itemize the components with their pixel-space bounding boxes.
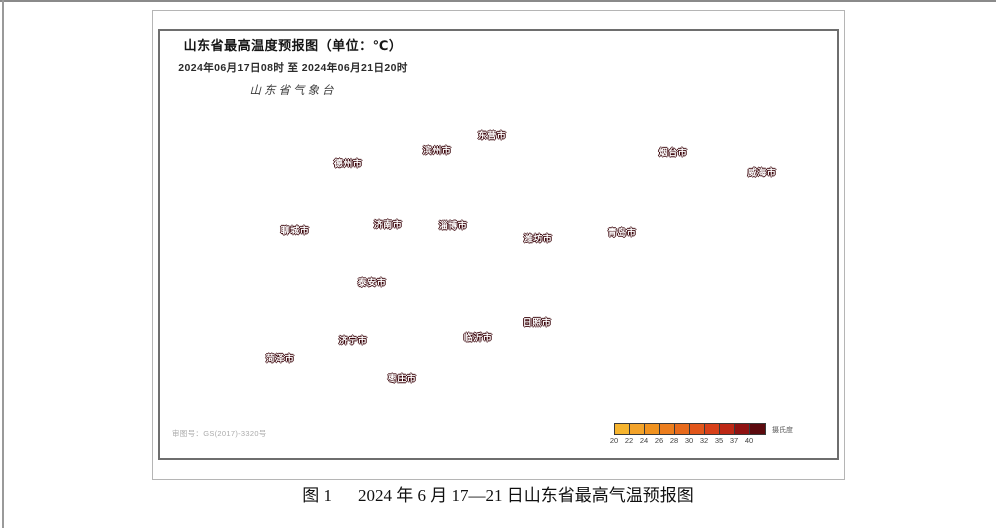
map-date-range: 2024年06月17日08时 至 2024年06月21日20时 bbox=[178, 62, 408, 74]
legend-tick-labels: 20 22 24 26 28 30 32 35 37 40 bbox=[610, 435, 764, 445]
legend-unit-label: 摄氏度 bbox=[772, 427, 793, 434]
legend-color-cell bbox=[630, 424, 645, 434]
page-left-border bbox=[2, 0, 4, 528]
map-title: 山东省最高温度预报图（单位：℃） bbox=[183, 38, 403, 53]
legend-color-cell bbox=[615, 424, 630, 434]
legend-tick: 30 bbox=[684, 436, 694, 445]
figure-caption-text: 2024 年 6 月 17—21 日山东省最高气温预报图 bbox=[358, 486, 694, 505]
legend-tick: 26 bbox=[654, 436, 664, 445]
legend-color-cell bbox=[675, 424, 690, 434]
legend-tick: 22 bbox=[624, 436, 634, 445]
page-top-border bbox=[0, 0, 996, 2]
temperature-legend: 摄氏度 20 22 24 26 28 30 32 35 37 40 bbox=[610, 423, 793, 445]
map-license-number: 审图号：GS(2017)-3320号 bbox=[172, 429, 267, 438]
legend-colorbar bbox=[614, 423, 766, 435]
legend-color-cell bbox=[690, 424, 705, 434]
figure-caption: 图 1 2024 年 6 月 17—21 日山东省最高气温预报图 bbox=[0, 481, 996, 506]
legend-tick: 35 bbox=[714, 436, 724, 445]
legend-tick: 40 bbox=[744, 436, 754, 445]
legend-color-cell bbox=[720, 424, 735, 434]
legend-color-cell bbox=[750, 424, 765, 434]
legend-tick: 32 bbox=[699, 436, 709, 445]
legend-tick: 24 bbox=[639, 436, 649, 445]
map-agency-signature: 山东省气象台 bbox=[249, 85, 337, 97]
legend-color-cell bbox=[735, 424, 750, 434]
legend-tick: 28 bbox=[669, 436, 679, 445]
legend-color-cell bbox=[705, 424, 720, 434]
figure-number: 图 1 bbox=[302, 486, 332, 505]
legend-tick: 20 bbox=[609, 436, 619, 445]
legend-tick: 37 bbox=[729, 436, 739, 445]
map-header: 山东省最高温度预报图（单位：℃） 2024年06月17日08时 至 2024年0… bbox=[162, 35, 424, 98]
legend-color-cell bbox=[645, 424, 660, 434]
legend-color-cell bbox=[660, 424, 675, 434]
